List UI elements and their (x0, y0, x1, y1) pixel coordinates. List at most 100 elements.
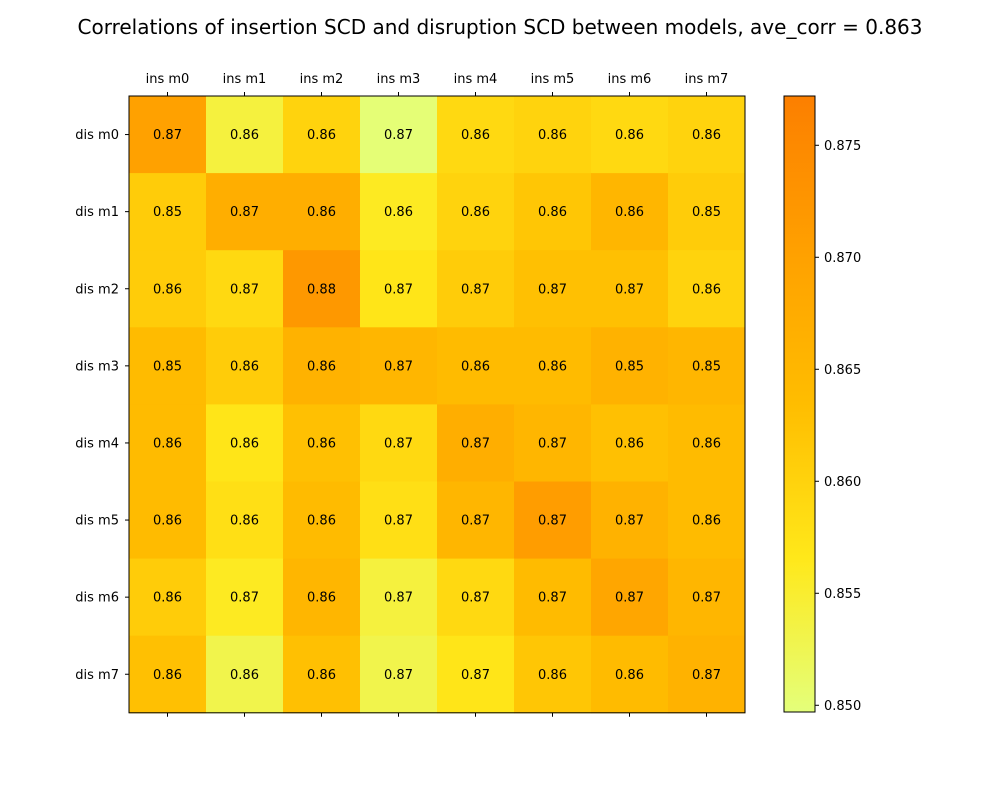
cell-value-label: 0.86 (615, 128, 644, 143)
heatmap-cell (591, 327, 669, 405)
y-tick-label: dis m6 (75, 591, 119, 606)
cell-value-label: 0.86 (307, 668, 336, 683)
cell-value-label: 0.87 (692, 591, 721, 606)
cell-value-label: 0.87 (538, 591, 567, 606)
cell-value-label: 0.87 (461, 514, 490, 529)
x-tick-label: ins m0 (146, 72, 190, 87)
cell-value-label: 0.86 (153, 591, 182, 606)
heatmap-cell (129, 635, 207, 714)
heatmap-cell (129, 558, 207, 637)
cell-value-label: 0.87 (384, 282, 413, 297)
x-axis-top: ins m0 ins m1 ins m2 ins m3 ins m4 ins m5 ins … (146, 72, 729, 717)
cell-value-label: 0.87 (615, 591, 644, 606)
cell-value-label: 0.86 (153, 282, 182, 297)
cell-value-label: 0.86 (307, 514, 336, 529)
cell-value-label: 0.86 (153, 436, 182, 451)
cell-value-label: 0.86 (461, 359, 490, 374)
heatmap-cell (129, 404, 207, 482)
heatmap-cell (514, 481, 592, 560)
cell-value-label: 0.86 (692, 436, 721, 451)
x-tick-label: ins m3 (377, 72, 421, 87)
cell-value-label: 0.86 (230, 359, 259, 374)
cell-value-label: 0.86 (538, 668, 567, 683)
heatmap-cell (360, 173, 438, 251)
heatmap-cell (129, 96, 207, 174)
heatmap-cell (437, 404, 515, 482)
heatmap-cell (591, 635, 669, 714)
cell-value-label: 0.87 (384, 359, 413, 374)
cell-value-label: 0.86 (538, 205, 567, 220)
heatmap-cell (514, 635, 592, 714)
heatmap-cell (668, 173, 746, 251)
cell-value-label: 0.85 (615, 359, 644, 374)
y-tick-label: dis m5 (75, 514, 119, 529)
heatmap-cell (206, 327, 284, 405)
y-axis-left: dis m0 dis m1 dis m2 dis m3 dis m4 dis m5 dis … (75, 128, 129, 683)
colorbar-ticks: 0.850 0.855 0.860 0.865 0.870 0.875 (815, 139, 861, 714)
heatmap-cell (437, 635, 515, 714)
heatmap-cell (514, 250, 592, 328)
heatmap-cell (437, 173, 515, 251)
heatmap-cell (206, 558, 284, 637)
cell-value-label: 0.87 (461, 282, 490, 297)
heatmap-cell (283, 635, 361, 714)
cell-value-label: 0.86 (230, 668, 259, 683)
heatmap-cell (668, 558, 746, 637)
cell-value-label: 0.86 (538, 359, 567, 374)
heatmap-cell (514, 558, 592, 637)
heatmap-cell (437, 250, 515, 328)
cell-value-label: 0.86 (692, 282, 721, 297)
heatmap-cell (129, 327, 207, 405)
x-tick-label: ins m1 (223, 72, 267, 87)
x-tick-label: ins m7 (685, 72, 729, 87)
cell-value-label: 0.87 (615, 514, 644, 529)
heatmap-cell (283, 173, 361, 251)
x-tick-label: ins m6 (608, 72, 652, 87)
heatmap-cell (206, 404, 284, 482)
heatmap-cell (360, 327, 438, 405)
heatmap-cell (437, 481, 515, 560)
heatmap-cell (437, 558, 515, 637)
colorbar-tick-label: 0.850 (824, 699, 861, 714)
cell-value-label: 0.87 (230, 282, 259, 297)
heatmap-cell (668, 481, 746, 560)
cell-value-label: 0.86 (307, 591, 336, 606)
heatmap-cell (514, 404, 592, 482)
cell-value-label: 0.86 (230, 128, 259, 143)
colorbar-tick-label: 0.865 (824, 363, 861, 378)
cell-value-label: 0.87 (384, 668, 413, 683)
cell-value-label: 0.86 (307, 436, 336, 451)
cell-value-label: 0.86 (615, 436, 644, 451)
cell-value-label: 0.86 (692, 128, 721, 143)
heatmap-cell (437, 327, 515, 405)
heatmap-cells (129, 96, 746, 714)
cell-value-label: 0.86 (615, 205, 644, 220)
colorbar: 0.850 0.855 0.860 0.865 0.870 0.875 (783, 95, 861, 714)
heatmap-cell (360, 96, 438, 174)
cell-value-label: 0.86 (230, 514, 259, 529)
heatmap-cell (360, 250, 438, 328)
y-tick-label: dis m2 (75, 282, 119, 297)
cell-value-label: 0.86 (230, 436, 259, 451)
heatmap-cell (360, 404, 438, 482)
heatmap-cell (206, 250, 284, 328)
cell-value-label: 0.86 (461, 128, 490, 143)
cell-value-label: 0.87 (384, 591, 413, 606)
cell-value-labels: 0.87 0.86 0.86 0.87 0.86 0.86 0.86 0.86 0.85 0.87… (153, 128, 721, 683)
heatmap-cell (514, 96, 592, 174)
cell-value-label: 0.86 (384, 205, 413, 220)
heatmap-cell (668, 250, 746, 328)
cell-value-label: 0.86 (538, 128, 567, 143)
cell-value-label: 0.87 (461, 436, 490, 451)
heatmap-cell (283, 96, 361, 174)
cell-value-label: 0.87 (538, 514, 567, 529)
colorbar-tick-label: 0.860 (824, 475, 861, 490)
heatmap-cell (206, 481, 284, 560)
cell-value-label: 0.86 (307, 128, 336, 143)
heatmap-cell (206, 173, 284, 251)
x-tick-label: ins m2 (300, 72, 344, 87)
heatmap-cell (283, 481, 361, 560)
heatmap-cell (283, 327, 361, 405)
cell-value-label: 0.86 (692, 514, 721, 529)
colorbar-tick-label: 0.870 (824, 251, 861, 266)
